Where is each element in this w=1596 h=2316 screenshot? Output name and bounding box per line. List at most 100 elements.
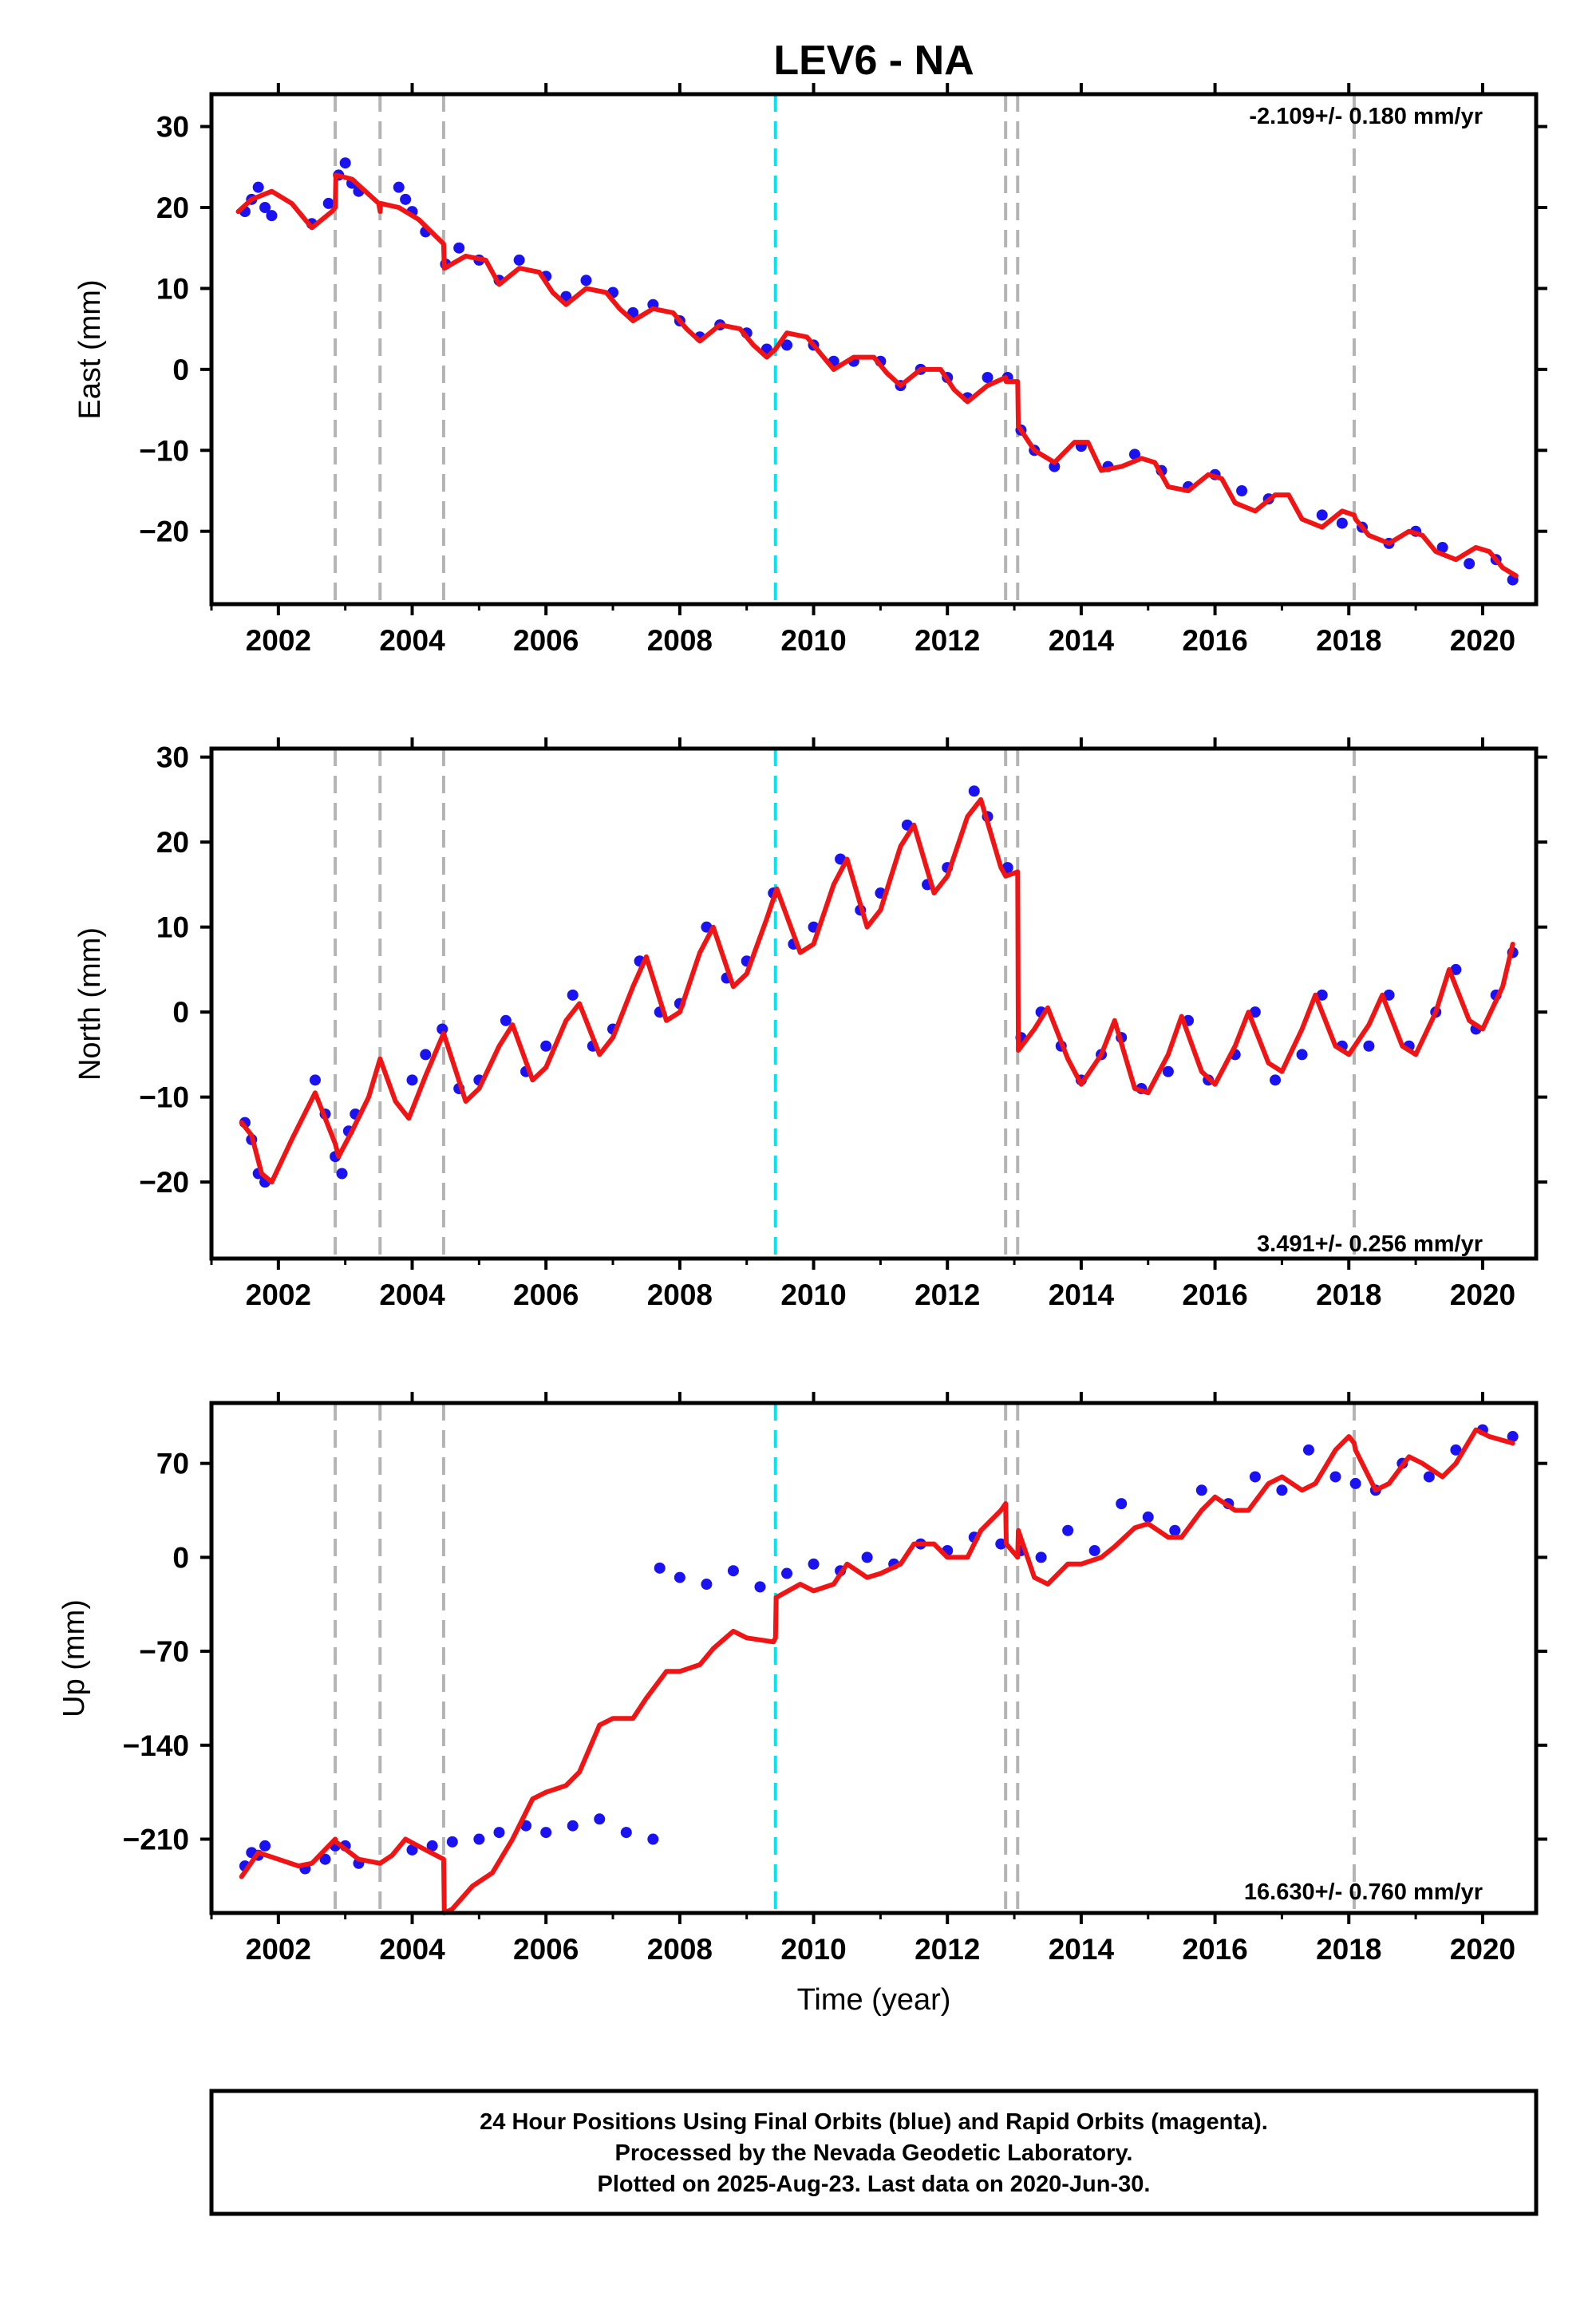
north-x-tick-label: 2010 xyxy=(780,1279,846,1311)
north-data-point xyxy=(968,785,980,797)
east-ylabel: East (mm) xyxy=(73,279,107,419)
up-data-point xyxy=(1302,1444,1314,1456)
east-rate-label: -2.109+/- 0.180 mm/yr xyxy=(1249,104,1483,129)
east-data-point xyxy=(1336,517,1348,529)
up-model-line xyxy=(239,1427,1515,1915)
north-y-tick-label: 10 xyxy=(156,911,189,944)
up-frame xyxy=(209,1401,1539,1915)
up-rate-label: 16.630+/- 0.760 mm/yr xyxy=(1244,1879,1483,1905)
north-x-tick-label: 2014 xyxy=(1049,1279,1115,1311)
east-x-tick-label: 2002 xyxy=(246,624,311,657)
up-data-point xyxy=(426,1840,438,1852)
north-y-tick-label: −20 xyxy=(139,1166,189,1199)
east-x-tick-label: 2004 xyxy=(379,624,445,657)
east-data-point xyxy=(982,372,994,383)
up-x-tick-label: 2014 xyxy=(1049,1933,1115,1966)
up-data-point xyxy=(620,1827,632,1839)
up-x-tick-label: 2020 xyxy=(1450,1933,1515,1966)
up-plot-area: 2002 2004 2006 2008 2010 2012 2014 2016 2018 2020… xyxy=(123,1392,1547,1966)
up-y-tick-label: −140 xyxy=(123,1729,189,1762)
north-plot-area: 2002 2004 2006 2008 2010 2012 2014 2016 2018 2020… xyxy=(139,737,1547,1311)
east-data-point xyxy=(1128,449,1140,460)
up-ylabel: Up (mm) xyxy=(57,1599,91,1717)
east-x-tick-label: 2006 xyxy=(513,624,579,657)
up-data-point xyxy=(1276,1484,1288,1496)
east-data-point xyxy=(781,339,793,351)
east-x-tick-label: 2010 xyxy=(780,624,846,657)
east-data-point xyxy=(393,181,405,193)
east-data-point xyxy=(266,210,278,222)
up-data-point xyxy=(1142,1511,1154,1523)
north-data-point xyxy=(1383,989,1395,1001)
east-plot-area: 2002 2004 2006 2008 2010 2012 2014 2016 2018 2020… xyxy=(139,83,1547,657)
up-data-point xyxy=(995,1538,1007,1550)
up-data-point xyxy=(1195,1484,1207,1496)
figure-title: LEV6 - NA xyxy=(773,38,974,84)
up-data-point xyxy=(1450,1444,1462,1456)
up-x-tick-label: 2002 xyxy=(246,1933,311,1966)
up-data-point xyxy=(259,1840,271,1852)
east-x-tick-label: 2018 xyxy=(1316,624,1381,657)
up-data-point xyxy=(1249,1471,1261,1483)
up-x-tick-label: 2018 xyxy=(1316,1933,1381,1966)
north-data-point xyxy=(1363,1040,1375,1052)
east-data-point xyxy=(259,202,271,213)
footer-line-1: 24 Hour Positions Using Final Orbits (bl… xyxy=(480,2109,1268,2135)
north-x-tick-label: 2018 xyxy=(1316,1279,1381,1311)
east-data-point xyxy=(1049,460,1061,472)
east-y-tick-label: 0 xyxy=(172,354,189,386)
up-data-point xyxy=(406,1844,418,1856)
north-data-point xyxy=(309,1074,321,1086)
up-y-tick-label: 0 xyxy=(172,1541,189,1574)
east-data-point xyxy=(580,275,592,287)
east-data-point xyxy=(1236,485,1248,496)
up-data-point xyxy=(446,1836,458,1848)
up-x-tick-label: 2012 xyxy=(915,1933,980,1966)
north-ylabel: North (mm) xyxy=(73,927,107,1081)
up-panel: 2002 2004 2006 2008 2010 2012 2014 2016 2018 2020… xyxy=(57,1392,1547,1966)
north-x-tick-label: 2006 xyxy=(513,1279,579,1311)
up-data-point xyxy=(1169,1524,1181,1536)
east-frame xyxy=(209,92,1539,607)
up-data-point xyxy=(674,1571,685,1583)
north-y-tick-label: 30 xyxy=(156,741,189,774)
north-data-point xyxy=(1296,1049,1308,1061)
east-x-tick-label: 2016 xyxy=(1182,624,1247,657)
east-y-tick-label: 30 xyxy=(156,111,189,144)
east-data-point xyxy=(400,193,412,205)
north-rate-label: 3.491+/- 0.256 mm/yr xyxy=(1257,1231,1483,1257)
up-data-point xyxy=(319,1853,331,1865)
north-data-point xyxy=(567,989,579,1001)
north-x-tick-label: 2020 xyxy=(1450,1279,1515,1311)
up-y-tick-label: −70 xyxy=(139,1635,189,1668)
north-data-point xyxy=(420,1049,432,1061)
north-y-tick-label: −10 xyxy=(139,1081,189,1114)
east-data-point xyxy=(322,197,334,209)
up-data-point xyxy=(727,1565,739,1577)
up-x-tick-label: 2004 xyxy=(379,1933,445,1966)
up-data-point xyxy=(754,1581,766,1593)
up-data-point xyxy=(647,1833,659,1845)
up-data-point xyxy=(473,1833,485,1845)
north-x-tick-label: 2008 xyxy=(647,1279,713,1311)
north-data-point xyxy=(336,1168,348,1180)
up-x-tick-label: 2008 xyxy=(647,1933,713,1966)
north-x-tick-label: 2002 xyxy=(246,1279,311,1311)
north-panel: 2002 2004 2006 2008 2010 2012 2014 2016 2018 2020… xyxy=(73,737,1547,1311)
up-x-tick-label: 2016 xyxy=(1182,1933,1247,1966)
east-y-tick-label: 20 xyxy=(156,192,189,224)
east-y-tick-label: −10 xyxy=(139,434,189,467)
north-data-point xyxy=(1270,1074,1282,1086)
north-data-point xyxy=(1249,1006,1261,1018)
east-data-point xyxy=(1316,509,1328,521)
east-x-tick-label: 2020 xyxy=(1450,624,1515,657)
up-x-tick-label: 2006 xyxy=(513,1933,579,1966)
up-data-point xyxy=(567,1820,579,1832)
footer-line-3: Plotted on 2025-Aug-23. Last data on 202… xyxy=(598,2172,1151,2197)
up-data-point xyxy=(1088,1544,1100,1556)
north-x-tick-label: 2016 xyxy=(1182,1279,1247,1311)
up-data-point xyxy=(701,1579,713,1591)
up-data-point xyxy=(1062,1524,1074,1536)
north-data-point xyxy=(1162,1065,1174,1077)
up-data-point xyxy=(594,1813,606,1825)
